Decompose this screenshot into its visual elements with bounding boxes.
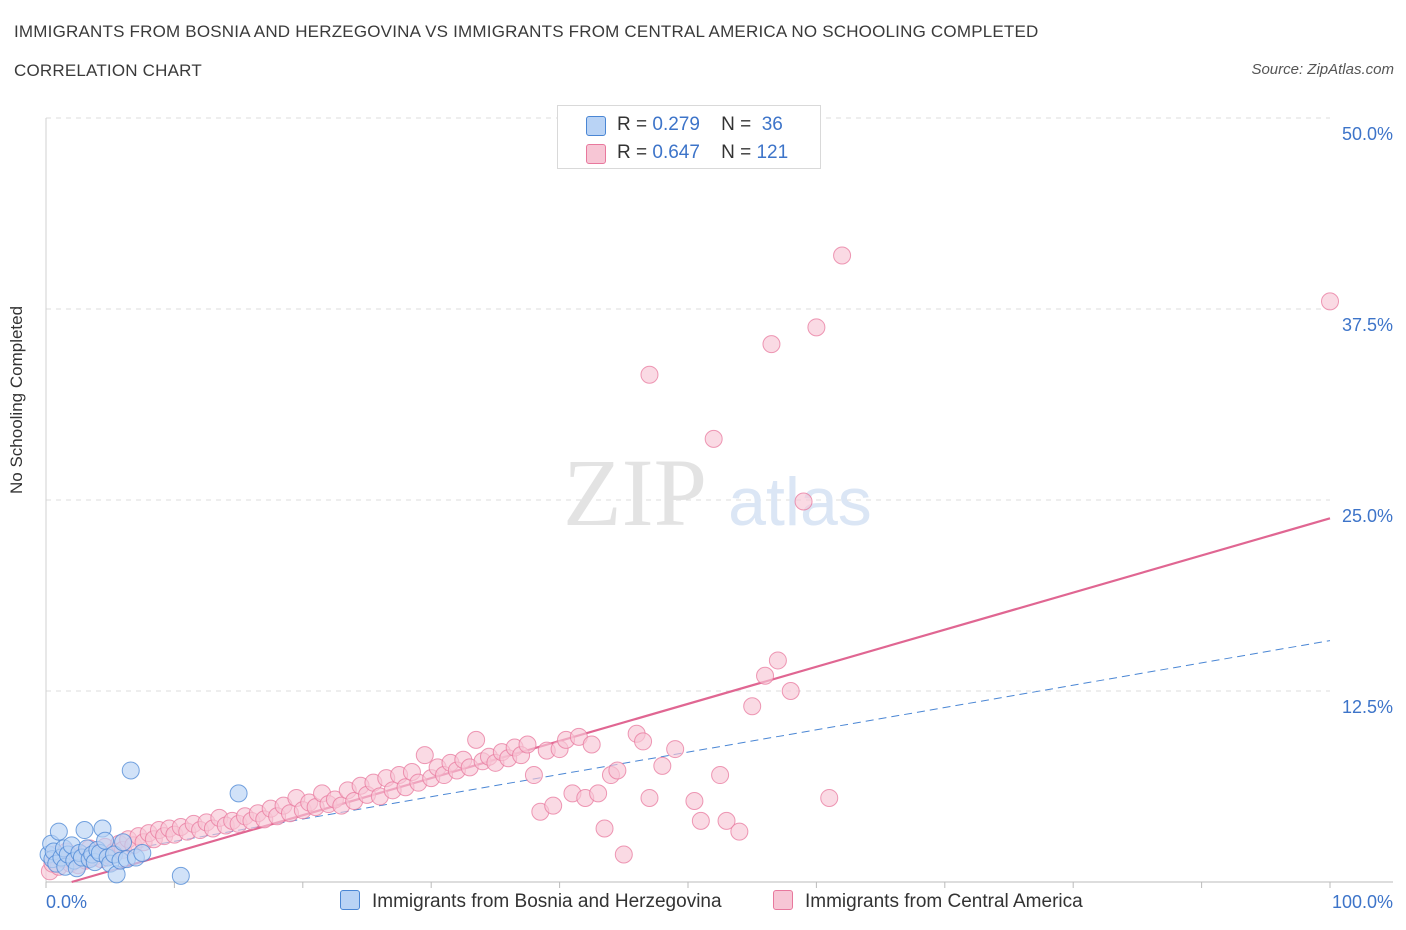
point-central-america (582, 735, 601, 754)
point-central-america (743, 697, 762, 716)
axes (45, 118, 1393, 888)
data-points (39, 246, 1339, 885)
point-central-america (768, 651, 787, 670)
legend-r-value: 0.279 (652, 114, 700, 135)
legend-n-value: 36 (761, 114, 783, 135)
point-central-america (762, 335, 781, 354)
y-tick-label: 25.0% (1342, 506, 1393, 526)
legend-n-label: N = (721, 114, 752, 135)
point-central-america (807, 318, 826, 337)
watermark: ZIP atlas (563, 439, 872, 546)
legend-swatch-blue (586, 116, 606, 136)
point-central-america (640, 788, 659, 807)
point-central-america (711, 766, 730, 785)
chart-title: IMMIGRANTS FROM BOSNIA AND HERZEGOVINA V… (14, 22, 1039, 41)
legend-r-label: R = (617, 142, 648, 163)
point-central-america (756, 666, 775, 685)
y-tick-label: 50.0% (1342, 124, 1393, 144)
point-central-america (518, 735, 537, 754)
point-central-america (415, 746, 434, 765)
bottom-legend-swatch-pink (773, 890, 793, 910)
point-central-america (691, 811, 710, 830)
legend-n-label: N = (721, 142, 752, 163)
point-central-america (666, 740, 685, 759)
point-central-america (467, 730, 486, 749)
x-tick-label-min: 0.0% (46, 892, 87, 912)
point-central-america (640, 365, 659, 384)
y-axis-label: No Schooling Completed (7, 305, 26, 494)
point-bosnia (229, 784, 248, 803)
point-central-america (820, 788, 839, 807)
point-central-america (544, 796, 563, 815)
point-central-america (833, 246, 852, 265)
point-central-america (730, 822, 749, 841)
point-central-america (794, 492, 813, 511)
point-central-america (717, 811, 736, 830)
grid-lines (46, 117, 1330, 692)
legend-text: R = 0.279 N = 36 (617, 114, 783, 136)
legend-r-label: R = (617, 114, 648, 135)
point-central-america (595, 819, 614, 838)
point-central-america (524, 766, 543, 785)
point-bosnia (75, 821, 94, 840)
legend-swatch-pink (586, 144, 606, 164)
x-tick-label-max: 100.0% (1332, 892, 1393, 912)
point-bosnia (171, 866, 190, 885)
source-label: Source: ZipAtlas.com (1251, 61, 1394, 78)
bottom-legend-label: Immigrants from Bosnia and Herzegovina (372, 891, 722, 912)
point-bosnia (121, 761, 140, 780)
chart-subtitle: CORRELATION CHART (14, 61, 202, 80)
point-central-america (1321, 292, 1339, 311)
bottom-legend-swatch-blue (340, 890, 360, 910)
point-central-america (589, 784, 608, 803)
y-tick-label: 12.5% (1342, 697, 1393, 717)
legend-n-value: 121 (756, 142, 789, 163)
point-central-america (634, 732, 653, 751)
point-central-america (685, 792, 704, 811)
point-bosnia (114, 833, 133, 852)
legend-r-value: 0.647 (652, 142, 700, 163)
y-tick-label: 37.5% (1342, 315, 1393, 335)
legend-text: R = 0.647 N = 121 (617, 142, 788, 164)
bottom-legend-bosnia: Immigrants from Bosnia and Herzegovina (340, 890, 722, 913)
bottom-legend-label: Immigrants from Central America (805, 891, 1083, 912)
trend-line-bosnia (45, 640, 1331, 865)
watermark-zip: ZIP (563, 439, 707, 546)
correlation-legend: R = 0.279 N = 36 R = 0.647 N = 121 (557, 105, 821, 169)
point-central-america (608, 761, 627, 780)
point-central-america (704, 429, 723, 448)
point-central-america (653, 756, 672, 775)
bottom-legend-central-america: Immigrants from Central America (773, 890, 1083, 913)
tick-labels: 12.5% 25.0% 37.5% 50.0% 0.0% 100.0% (46, 124, 1393, 912)
point-central-america (614, 845, 633, 864)
point-central-america (781, 682, 800, 700)
point-bosnia (133, 843, 152, 862)
point-bosnia (49, 822, 68, 841)
